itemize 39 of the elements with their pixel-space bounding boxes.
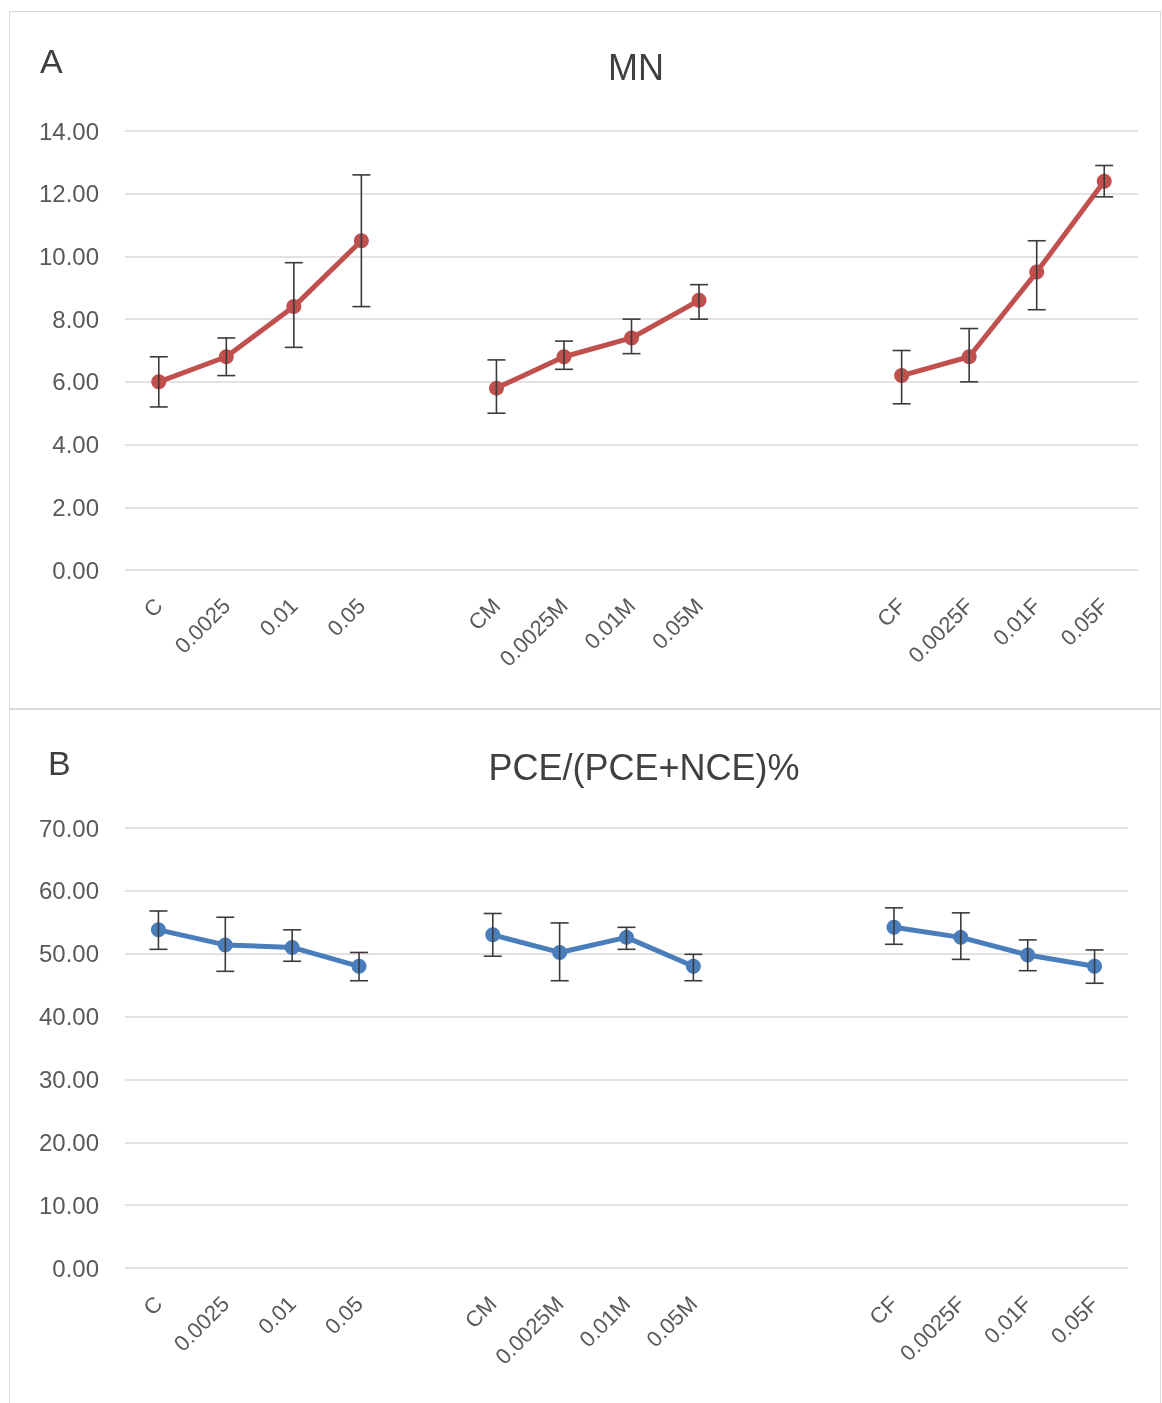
chart-title: PCE/(PCE+NCE)% — [488, 746, 800, 788]
y-tick-label: 4.00 — [52, 431, 99, 459]
point — [685, 958, 701, 974]
y-tick-label: 10.00 — [38, 1191, 99, 1219]
point — [552, 944, 568, 960]
x-tick-label: CF — [872, 593, 911, 632]
y-tick-label: 70.00 — [38, 814, 99, 842]
y-tick-label: 6.00 — [52, 368, 99, 396]
point — [353, 233, 369, 249]
x-tick-label: 0.01 — [254, 593, 303, 642]
y-tick-label: 0.00 — [52, 1254, 99, 1282]
x-tick-label: C — [138, 593, 168, 623]
x-tick-label: CM — [463, 593, 506, 636]
y-tick-label: 10.00 — [38, 242, 99, 270]
point — [150, 922, 166, 938]
x-tick-label: 0.01 — [253, 1291, 302, 1340]
y-tick-label: 50.00 — [38, 940, 99, 968]
y-tick-label: 60.00 — [38, 877, 99, 905]
y-tick-label: 40.00 — [38, 1003, 99, 1031]
point — [619, 929, 634, 945]
point — [218, 349, 234, 365]
y-tick-label: 14.00 — [38, 117, 99, 145]
y-tick-label: 30.00 — [38, 1065, 99, 1093]
x-tick-label: C — [138, 1291, 168, 1321]
y-tick-label: 2.00 — [52, 493, 99, 521]
x-tick-label: CM — [459, 1291, 502, 1334]
y-tick-label: 0.00 — [52, 556, 99, 584]
y-tick-label: 8.00 — [52, 305, 99, 333]
point — [1087, 958, 1103, 974]
x-tick-label: 0.05 — [319, 1291, 368, 1340]
chart-title: MN — [608, 46, 664, 88]
y-tick-label: 12.00 — [38, 180, 99, 208]
x-tick-label: CF — [864, 1291, 903, 1330]
text: A — [40, 42, 63, 80]
point — [894, 368, 910, 384]
x-tick-label: 0.05 — [322, 593, 371, 642]
point — [217, 937, 233, 953]
y-tick-label: 20.00 — [38, 1128, 99, 1156]
text: B — [48, 744, 71, 782]
